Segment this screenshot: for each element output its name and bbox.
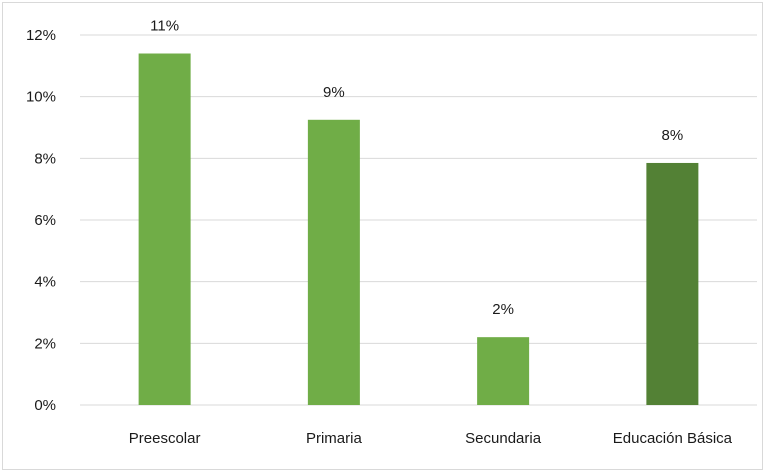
x-category-label: Primaria (306, 430, 362, 447)
y-tick-label: 4% (34, 274, 56, 291)
data-label: 11% (150, 18, 179, 35)
bar-primaria (307, 119, 360, 406)
y-tick-label: 8% (34, 150, 56, 167)
x-category-label: Educación Básica (613, 430, 733, 447)
data-label: 8% (662, 127, 684, 144)
y-tick-label: 12% (26, 27, 56, 44)
data-label: 2% (492, 301, 514, 318)
bar-secundaria (477, 337, 530, 405)
gridlines (80, 34, 757, 406)
data-labels: 11% 9% 2% 8% (150, 18, 683, 319)
y-tick-label: 10% (26, 89, 56, 106)
bar-educaci-n-b-sica (646, 162, 699, 405)
y-axis-ticks: 0% 2% 4% 6% 8% 10% 12% (26, 27, 56, 414)
x-category-label: Secundaria (465, 430, 542, 447)
x-category-label: Preescolar (129, 430, 201, 447)
x-axis-categories: Preescolar Primaria Secundaria Educación Bá… (129, 430, 733, 447)
y-tick-label: 6% (34, 212, 56, 229)
bar-preescolar (138, 53, 191, 405)
y-tick-label: 2% (34, 335, 56, 352)
chart-frame (2, 2, 763, 470)
bars (138, 53, 699, 406)
data-label: 9% (323, 84, 345, 101)
y-tick-label: 0% (34, 397, 56, 414)
